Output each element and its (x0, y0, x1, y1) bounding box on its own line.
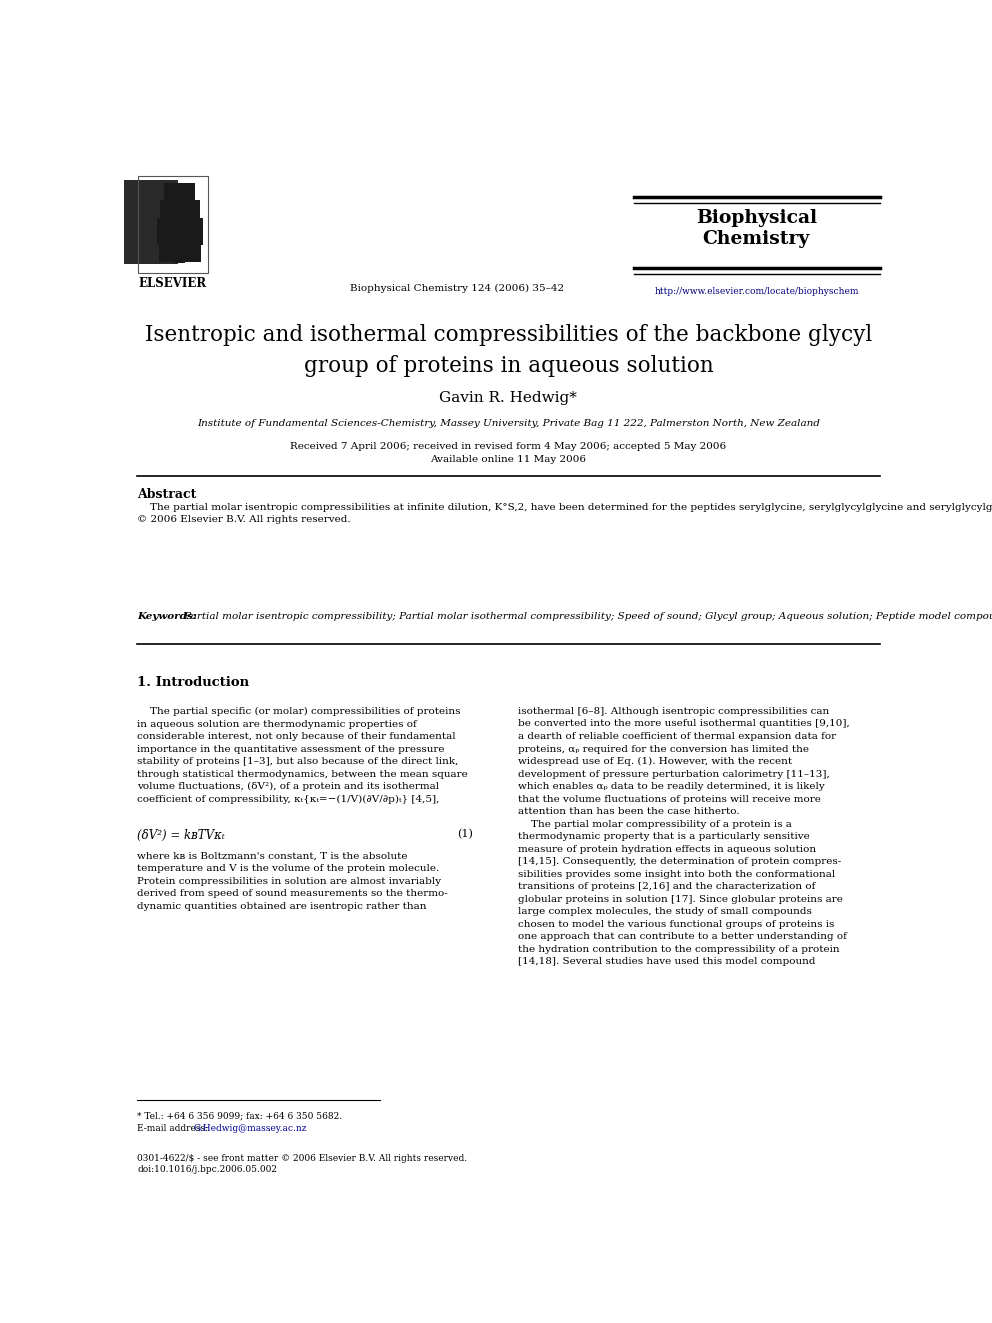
FancyBboxPatch shape (173, 212, 181, 257)
Text: 1. Introduction: 1. Introduction (137, 676, 249, 689)
FancyBboxPatch shape (124, 180, 178, 208)
Text: http://www.elsevier.com/locate/biophyschem: http://www.elsevier.com/locate/biophysch… (654, 287, 859, 296)
Text: doi:10.1016/j.bpc.2006.05.002: doi:10.1016/j.bpc.2006.05.002 (137, 1166, 277, 1174)
Text: Gavin R. Hedwig*: Gavin R. Hedwig* (439, 392, 577, 405)
Text: (δV²) = kʙTVκₜ: (δV²) = kʙTVκₜ (137, 828, 225, 841)
Text: Institute of Fundamental Sciences-Chemistry, Massey University, Private Bag 11 2: Institute of Fundamental Sciences-Chemis… (197, 419, 819, 429)
Text: isothermal [6–8]. Although isentropic compressibilities can
be converted into th: isothermal [6–8]. Although isentropic co… (518, 706, 849, 966)
Text: ELSEVIER: ELSEVIER (139, 277, 207, 290)
FancyBboxPatch shape (124, 235, 178, 265)
Text: The partial molar isentropic compressibilities at infinite dilution, K°S,2, have: The partial molar isentropic compressibi… (137, 503, 992, 524)
Bar (157, 217, 202, 245)
Text: Isentropic and isothermal compressibilities of the backbone glycyl
group of prot: Isentropic and isothermal compressibilit… (145, 324, 872, 377)
Bar (138, 176, 207, 273)
FancyBboxPatch shape (118, 218, 184, 246)
Text: Abstract: Abstract (137, 488, 196, 500)
Text: The partial specific (or molar) compressibilities of proteins
in aqueous solutio: The partial specific (or molar) compress… (137, 706, 468, 804)
Text: G.Hedwig@massey.ac.nz: G.Hedwig@massey.ac.nz (193, 1123, 308, 1132)
Text: Partial molar isentropic compressibility; Partial molar isothermal compressibili: Partial molar isentropic compressibility… (182, 611, 992, 620)
Text: Biophysical
Chemistry: Biophysical Chemistry (695, 209, 817, 247)
Text: E-mail address:: E-mail address: (137, 1123, 211, 1132)
Text: where kʙ is Boltzmann's constant, T is the absolute
temperature and V is the vol: where kʙ is Boltzmann's constant, T is t… (137, 852, 448, 910)
Text: Keywords:: Keywords: (137, 611, 196, 620)
Text: Received 7 April 2006; received in revised form 4 May 2006; accepted 5 May 2006: Received 7 April 2006; received in revis… (291, 442, 726, 451)
Text: .: . (268, 1123, 270, 1132)
Bar (160, 200, 199, 228)
Text: Available online 11 May 2006: Available online 11 May 2006 (431, 455, 586, 464)
Bar (165, 183, 195, 210)
Bar (175, 217, 186, 263)
Text: (1): (1) (457, 828, 473, 839)
Text: * Tel.: +64 6 356 9099; fax: +64 6 350 5682.: * Tel.: +64 6 356 9099; fax: +64 6 350 5… (137, 1111, 342, 1121)
FancyBboxPatch shape (120, 198, 182, 228)
Text: 0301-4622/$ - see front matter © 2006 Elsevier B.V. All rights reserved.: 0301-4622/$ - see front matter © 2006 El… (137, 1154, 467, 1163)
Bar (159, 234, 201, 262)
Text: Biophysical Chemistry 124 (2006) 35–42: Biophysical Chemistry 124 (2006) 35–42 (350, 284, 564, 294)
